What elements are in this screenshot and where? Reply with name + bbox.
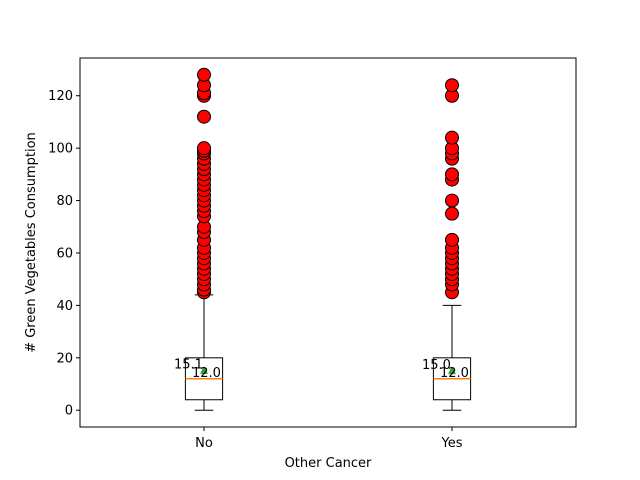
x-tick-label: No <box>195 436 213 451</box>
x-tick-label: Yes <box>441 436 463 451</box>
y-tick-label: 60 <box>56 246 73 261</box>
mean-label: 15.1 <box>174 358 203 373</box>
x-axis: No Yes <box>195 427 463 451</box>
plot-frame <box>79 57 577 428</box>
outlier-point <box>445 206 459 221</box>
y-tick-label: 40 <box>56 299 73 314</box>
y-tick-label: 20 <box>56 351 73 366</box>
y-tick-label: 100 <box>48 142 73 157</box>
median-label: 12.0 <box>440 366 469 381</box>
box-group-no: 15.112.0 <box>174 67 224 411</box>
outlier-point <box>445 232 459 247</box>
outlier-point <box>445 78 459 93</box>
mean-marker <box>199 366 209 374</box>
outlier-point <box>445 193 459 208</box>
outlier-point <box>197 109 211 124</box>
mean-label: 15.0 <box>422 358 451 373</box>
outlier-point <box>445 130 459 145</box>
y-axis-label: # Green Vegetables Consumption <box>24 132 39 353</box>
y-axis: 0 20 40 60 80 100 120 <box>48 89 80 419</box>
outlier-point <box>445 167 459 182</box>
y-tick-label: 80 <box>56 194 73 209</box>
box-group-yes: 15.012.0 <box>422 78 472 411</box>
x-axis-label: Other Cancer <box>285 456 372 471</box>
outlier-point <box>197 67 211 82</box>
plot-content: 15.112.015.012.0 <box>174 67 472 411</box>
outlier-point <box>197 141 211 156</box>
median-label: 12.0 <box>192 366 221 381</box>
y-tick-label: 120 <box>48 89 73 104</box>
y-tick-label: 0 <box>65 404 73 419</box>
mean-marker <box>447 366 457 375</box>
